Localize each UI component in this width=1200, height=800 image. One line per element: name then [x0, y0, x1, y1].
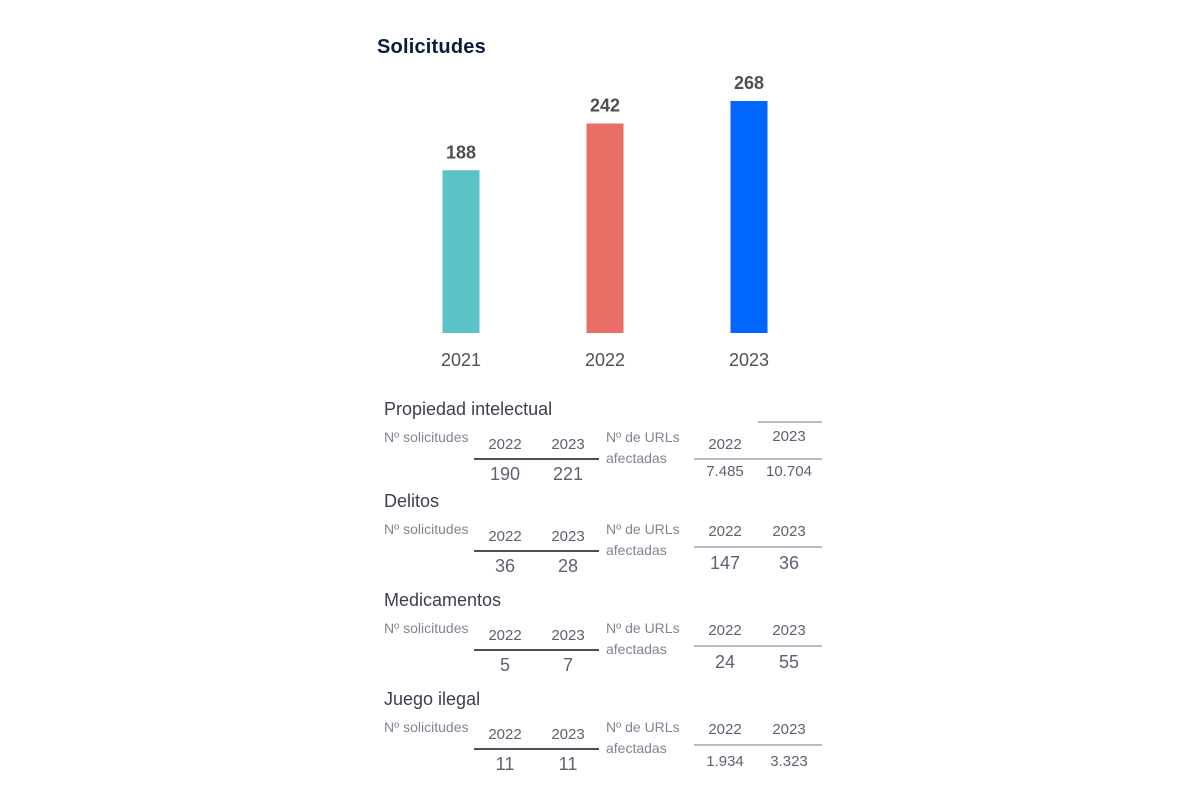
urls-divider: [694, 645, 822, 647]
solicitudes-year: 2023: [551, 436, 585, 453]
bar-chart: 188 2021 242 2022 268 2023: [441, 73, 769, 370]
section-title: Delitos: [384, 491, 440, 511]
urls-divider: [694, 458, 822, 460]
urls-value: 147: [709, 553, 741, 573]
section-title: Juego ilegal: [384, 689, 481, 709]
bar-2023: [730, 101, 768, 333]
bar-value-label: 268: [734, 73, 764, 93]
solicitudes-value: 36: [494, 556, 516, 576]
solicitudes-year: 2023: [551, 528, 585, 545]
solicitudes-year: 2022: [488, 627, 522, 644]
solicitudes-label: Nº solicitudes: [384, 719, 469, 735]
urls-year: 2022: [708, 436, 742, 453]
solicitudes-year: 2023: [551, 627, 585, 644]
urls-year: 2022: [708, 523, 742, 540]
urls-divider-top: [758, 421, 822, 423]
chart-title: Solicitudes: [377, 36, 486, 58]
section-title: Medicamentos: [384, 590, 502, 610]
urls-year: 2023: [772, 428, 806, 445]
solicitudes-label: Nº solicitudes: [384, 429, 469, 445]
solicitudes-value: 190: [489, 464, 521, 484]
urls-value: 10.704: [766, 463, 812, 480]
urls-label: Nº de URLs afectadas: [606, 521, 680, 558]
solicitudes-value: 11: [558, 754, 578, 774]
urls-divider: [694, 744, 822, 746]
urls-divider: [694, 546, 822, 548]
x-tick-label: 2021: [441, 350, 481, 370]
bar-2021: [442, 170, 480, 333]
urls-value: 24: [714, 652, 736, 672]
solicitudes-value: 5: [499, 655, 510, 675]
urls-label: Nº de URLs afectadas: [606, 429, 680, 466]
urls-value: 7.485: [706, 463, 744, 480]
bar-value-label: 188: [446, 142, 476, 162]
solicitudes-year: 2022: [488, 436, 522, 453]
urls-value: 1.934: [706, 753, 744, 770]
bar-value-label: 242: [590, 96, 620, 116]
x-tick-label: 2023: [729, 350, 769, 370]
solicitudes-label: Nº solicitudes: [384, 521, 469, 537]
urls-year: 2023: [772, 622, 806, 639]
urls-value: 55: [778, 652, 800, 672]
urls-year: 2022: [708, 721, 742, 738]
urls-label: Nº de URLs afectadas: [606, 719, 680, 756]
solicitudes-divider: [474, 748, 599, 750]
bar-2022: [586, 123, 624, 333]
solicitudes-year: 2022: [488, 726, 522, 743]
urls-label: Nº de URLs afectadas: [606, 620, 680, 657]
solicitudes-divider: [474, 458, 599, 460]
x-tick-label: 2022: [585, 350, 625, 370]
urls-year: 2023: [772, 721, 806, 738]
solicitudes-value: 7: [562, 655, 573, 675]
section-title: Propiedad intelectual: [384, 399, 553, 419]
solicitudes-label: Nº solicitudes: [384, 620, 469, 636]
solicitudes-divider: [474, 649, 599, 651]
urls-year: 2022: [708, 622, 742, 639]
urls-year: 2023: [772, 523, 806, 540]
urls-value: 36: [778, 553, 800, 573]
solicitudes-year: 2023: [551, 726, 585, 743]
solicitudes-value: 28: [557, 556, 579, 576]
solicitudes-divider: [474, 550, 599, 552]
solicitudes-year: 2022: [488, 528, 522, 545]
solicitudes-value: 221: [552, 464, 584, 484]
urls-value: 3.323: [770, 753, 808, 770]
solicitudes-value: 11: [495, 754, 515, 774]
